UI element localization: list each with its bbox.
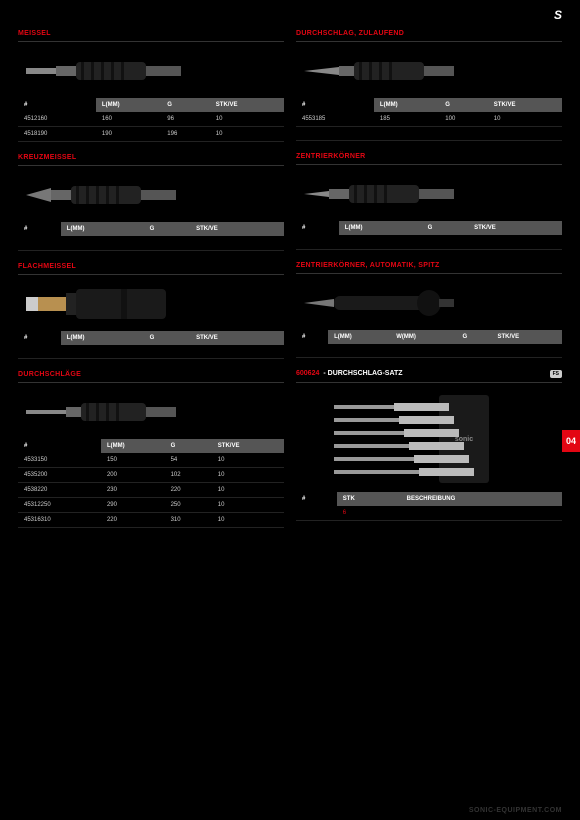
section-title: 600624 - DURCHSCHLAG-SATZFS bbox=[296, 370, 562, 383]
spec-table: #L(MM)GSTK/VE bbox=[18, 331, 284, 360]
product-image bbox=[18, 50, 284, 92]
table-row bbox=[18, 236, 284, 250]
col-header: L(MM) bbox=[101, 439, 165, 453]
product-section: KREUZMEISSEL #L(MM)GSTK/VE bbox=[18, 154, 284, 251]
spec-table: #L(MM)W(MM)GSTK/VE bbox=[296, 330, 562, 359]
product-image bbox=[296, 173, 562, 215]
col-header: # bbox=[18, 331, 61, 345]
col-header: STK/VE bbox=[190, 222, 284, 236]
col-header: L(MM) bbox=[96, 98, 161, 112]
product-image bbox=[296, 50, 562, 92]
section-title: MEISSEL bbox=[18, 30, 284, 42]
col-header: L(MM) bbox=[328, 330, 390, 344]
table-row bbox=[18, 345, 284, 359]
col-header: # bbox=[296, 492, 337, 506]
col-header: G bbox=[165, 439, 212, 453]
product-section: DURCHSCHLÄGE#L(MM)GSTK/VE453315015054104… bbox=[18, 371, 284, 528]
col-header: # bbox=[18, 439, 101, 453]
footer-url: SONIC-EQUIPMENT.COM bbox=[469, 807, 562, 814]
table-row: 45331501505410 bbox=[18, 453, 284, 468]
col-header: W(MM) bbox=[390, 330, 456, 344]
table-row: 4531631022031010 bbox=[18, 513, 284, 528]
table-row bbox=[296, 127, 562, 141]
spec-table: #L(MM)GSTK/VE bbox=[296, 221, 562, 250]
spec-table: #STKBESCHREIBUNG6 bbox=[296, 492, 562, 521]
product-image bbox=[296, 282, 562, 324]
product-section: ZENTRIERKÖRNER, AUTOMATIK, SPITZ #L(MM)W(… bbox=[296, 262, 562, 359]
chapter-tab: 04 bbox=[562, 430, 580, 452]
product-set-image: sonic bbox=[296, 391, 562, 486]
spec-table: #L(MM)GSTK/VE455318518510010 bbox=[296, 98, 562, 141]
col-header: L(MM) bbox=[339, 221, 422, 235]
product-section: ZENTRIERKÖRNER #L(MM)GSTK/VE bbox=[296, 153, 562, 250]
table-row: 455318518510010 bbox=[296, 112, 562, 127]
col-header: G bbox=[161, 98, 210, 112]
col-header: G bbox=[422, 221, 469, 235]
col-header: STK/VE bbox=[190, 331, 284, 345]
col-header: L(MM) bbox=[374, 98, 439, 112]
col-header: STK/VE bbox=[210, 98, 284, 112]
table-row bbox=[296, 344, 562, 358]
section-title: ZENTRIERKÖRNER bbox=[296, 153, 562, 165]
product-section: DURCHSCHLAG, ZULAUFEND #L(MM)GSTK/VE45531… bbox=[296, 30, 562, 141]
col-header: G bbox=[144, 222, 191, 236]
product-section: MEISSEL #L(MM)GSTK/VE45121601609610451819… bbox=[18, 30, 284, 142]
table-row: 45121601609610 bbox=[18, 112, 284, 127]
col-header: # bbox=[18, 98, 96, 112]
col-header: G bbox=[439, 98, 488, 112]
product-image bbox=[18, 174, 284, 216]
table-row: 453822023022010 bbox=[18, 483, 284, 498]
col-header: STK/VE bbox=[491, 330, 562, 344]
col-header: # bbox=[18, 222, 61, 236]
format-badge: FS bbox=[550, 370, 562, 378]
product-image bbox=[18, 391, 284, 433]
col-header: BESCHREIBUNG bbox=[401, 492, 562, 506]
brand-logo: S bbox=[554, 8, 562, 22]
col-header: STK/VE bbox=[488, 98, 562, 112]
col-header: # bbox=[296, 330, 328, 344]
spec-table: #L(MM)GSTK/VE451216016096104518190190196… bbox=[18, 98, 284, 142]
col-header: L(MM) bbox=[61, 222, 144, 236]
section-title: DURCHSCHLAG, ZULAUFEND bbox=[296, 30, 562, 42]
svg-text:sonic: sonic bbox=[455, 436, 473, 443]
table-row bbox=[296, 235, 562, 249]
table-row: 451819019019610 bbox=[18, 127, 284, 142]
section-title: FLACHMEISSEL bbox=[18, 263, 284, 275]
product-image bbox=[18, 283, 284, 325]
spec-table: #L(MM)GSTK/VE bbox=[18, 222, 284, 251]
col-header: G bbox=[457, 330, 492, 344]
section-title: DURCHSCHLÄGE bbox=[18, 371, 284, 383]
product-section: FLACHMEISSEL #L(MM)GSTK/VE bbox=[18, 263, 284, 360]
col-header: G bbox=[144, 331, 191, 345]
product-section: 600624 - DURCHSCHLAG-SATZFS sonic #STKBESC… bbox=[296, 370, 562, 521]
spec-table: #L(MM)GSTK/VE453315015054104535200200102… bbox=[18, 439, 284, 528]
col-header: STK/VE bbox=[212, 439, 284, 453]
section-title: ZENTRIERKÖRNER, AUTOMATIK, SPITZ bbox=[296, 262, 562, 274]
col-header: STK bbox=[337, 492, 401, 506]
section-title: KREUZMEISSEL bbox=[18, 154, 284, 166]
table-row: 453520020010210 bbox=[18, 468, 284, 483]
table-row: 4531225029025010 bbox=[18, 498, 284, 513]
col-header: STK/VE bbox=[468, 221, 562, 235]
col-header: L(MM) bbox=[61, 331, 144, 345]
col-header: # bbox=[296, 98, 374, 112]
col-header: # bbox=[296, 221, 339, 235]
table-row: 6 bbox=[296, 506, 562, 521]
